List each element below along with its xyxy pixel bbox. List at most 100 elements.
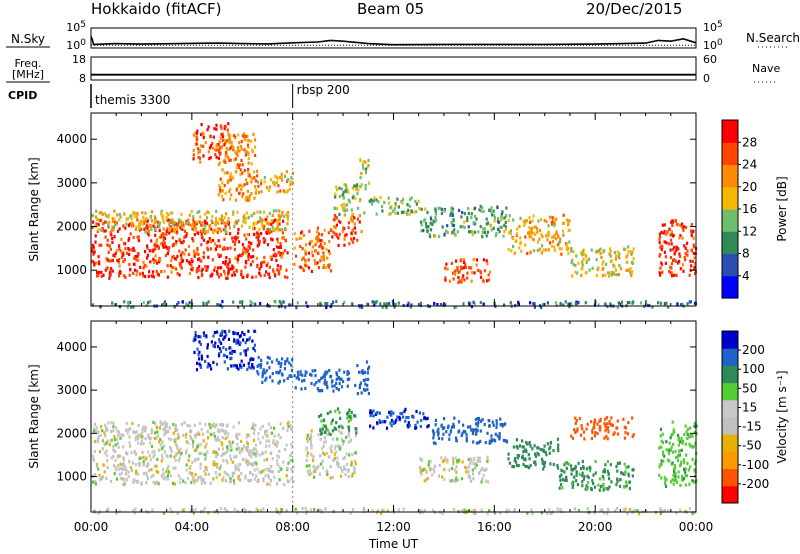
scatter-cell — [114, 443, 117, 447]
scatter-cell — [380, 511, 383, 515]
scatter-cell — [209, 156, 212, 160]
scatter-cell — [208, 422, 211, 426]
scatter-cell — [349, 415, 352, 419]
scatter-cell — [359, 158, 362, 162]
scatter-cell — [325, 451, 329, 455]
scatter-cell — [135, 430, 138, 434]
scatter-cell — [204, 466, 207, 470]
scatter-cell — [189, 508, 193, 512]
scatter-cell — [145, 264, 148, 268]
scatter-cell — [221, 132, 224, 136]
colorbar-tick-label: 12 — [742, 224, 757, 238]
scatter-cell — [586, 507, 589, 511]
scatter-cell — [248, 450, 252, 454]
scatter-cell — [527, 453, 530, 457]
scatter-cell — [456, 230, 459, 234]
scatter-cell — [238, 449, 241, 453]
scatter-cell — [148, 249, 151, 253]
scatter-cell — [192, 148, 195, 152]
scatter-cell — [433, 470, 436, 474]
scatter-cell — [288, 187, 291, 191]
scatter-cell — [265, 429, 269, 433]
scatter-cell — [567, 462, 570, 466]
scatter-cell — [672, 428, 675, 432]
scatter-cell — [404, 419, 407, 423]
scatter-cell — [243, 233, 246, 237]
scatter-cell — [345, 462, 349, 467]
scatter-cell — [444, 276, 447, 280]
scatter-cell — [273, 434, 276, 438]
scatter-cell — [198, 257, 201, 261]
scatter-cell — [96, 439, 99, 444]
scatter-cell — [254, 153, 257, 157]
scatter-cell — [251, 148, 254, 152]
scatter-cell — [513, 508, 516, 512]
scatter-cell — [346, 416, 349, 420]
scatter-cell — [203, 227, 206, 231]
scatter-cell — [347, 434, 350, 438]
scatter-cell — [256, 174, 259, 178]
y-tick-label: 2000 — [56, 426, 87, 440]
scatter-cell — [286, 222, 289, 226]
scatter-cell — [286, 251, 289, 255]
scatter-cell — [624, 426, 627, 430]
scatter-cell — [500, 212, 503, 216]
scatter-cell — [237, 146, 240, 150]
scatter-cell — [122, 253, 125, 257]
scatter-cell — [486, 230, 489, 234]
scatter-cell — [364, 382, 367, 386]
scatter-cell — [146, 226, 149, 230]
scatter-cell — [553, 248, 557, 252]
scatter-cell — [455, 465, 458, 469]
scatter-cell — [109, 230, 112, 234]
scatter-cell — [613, 272, 616, 276]
scatter-cell — [211, 238, 215, 243]
scatter-cell — [239, 352, 242, 356]
scatter-cell — [410, 210, 414, 214]
scatter-cell — [691, 479, 694, 483]
scatter-cell — [467, 211, 470, 216]
scatter-cell — [174, 453, 177, 457]
scatter-cell — [286, 376, 289, 380]
scatter-cell — [443, 209, 446, 213]
scatter-cell — [94, 240, 97, 244]
scatter-cell — [144, 218, 147, 222]
scatter-cell — [246, 182, 249, 186]
scatter-cell — [343, 467, 346, 471]
scatter-cell — [319, 301, 322, 305]
scatter-cell — [187, 244, 191, 249]
scatter-cell — [658, 473, 661, 477]
scatter-cell — [145, 464, 148, 468]
colorbar-swatch — [722, 485, 738, 504]
scatter-cell — [166, 275, 169, 279]
scatter-cell — [693, 421, 696, 425]
scatter-cell — [417, 199, 420, 203]
scatter-cell — [105, 449, 108, 453]
scatter-cell — [103, 431, 106, 435]
scatter-cell — [529, 220, 532, 224]
scatter-cell — [245, 458, 248, 462]
scatter-cell — [591, 479, 594, 483]
scatter-cell — [460, 280, 463, 284]
scatter-cell — [155, 436, 158, 440]
scatter-cell — [186, 477, 189, 481]
scatter-cell — [279, 242, 282, 246]
scatter-cell — [557, 446, 560, 450]
scatter-cell — [158, 260, 161, 264]
scatter-cell — [212, 135, 215, 139]
scatter-cell — [482, 230, 485, 235]
scatter-cell — [247, 161, 250, 165]
scatter-cell — [603, 249, 606, 253]
scatter-cell — [483, 269, 487, 273]
scatter-cell — [276, 175, 279, 179]
scatter-cell — [599, 428, 602, 432]
scatter-cell — [328, 239, 331, 244]
scatter-cell — [347, 411, 350, 415]
scatter-cell — [245, 138, 248, 142]
scatter-cell — [280, 214, 283, 218]
scatter-cell — [173, 482, 176, 486]
scatter-cell — [224, 272, 227, 276]
scatter-cell — [277, 455, 281, 459]
scatter-cell — [108, 276, 111, 280]
scatter-cell — [202, 144, 205, 148]
